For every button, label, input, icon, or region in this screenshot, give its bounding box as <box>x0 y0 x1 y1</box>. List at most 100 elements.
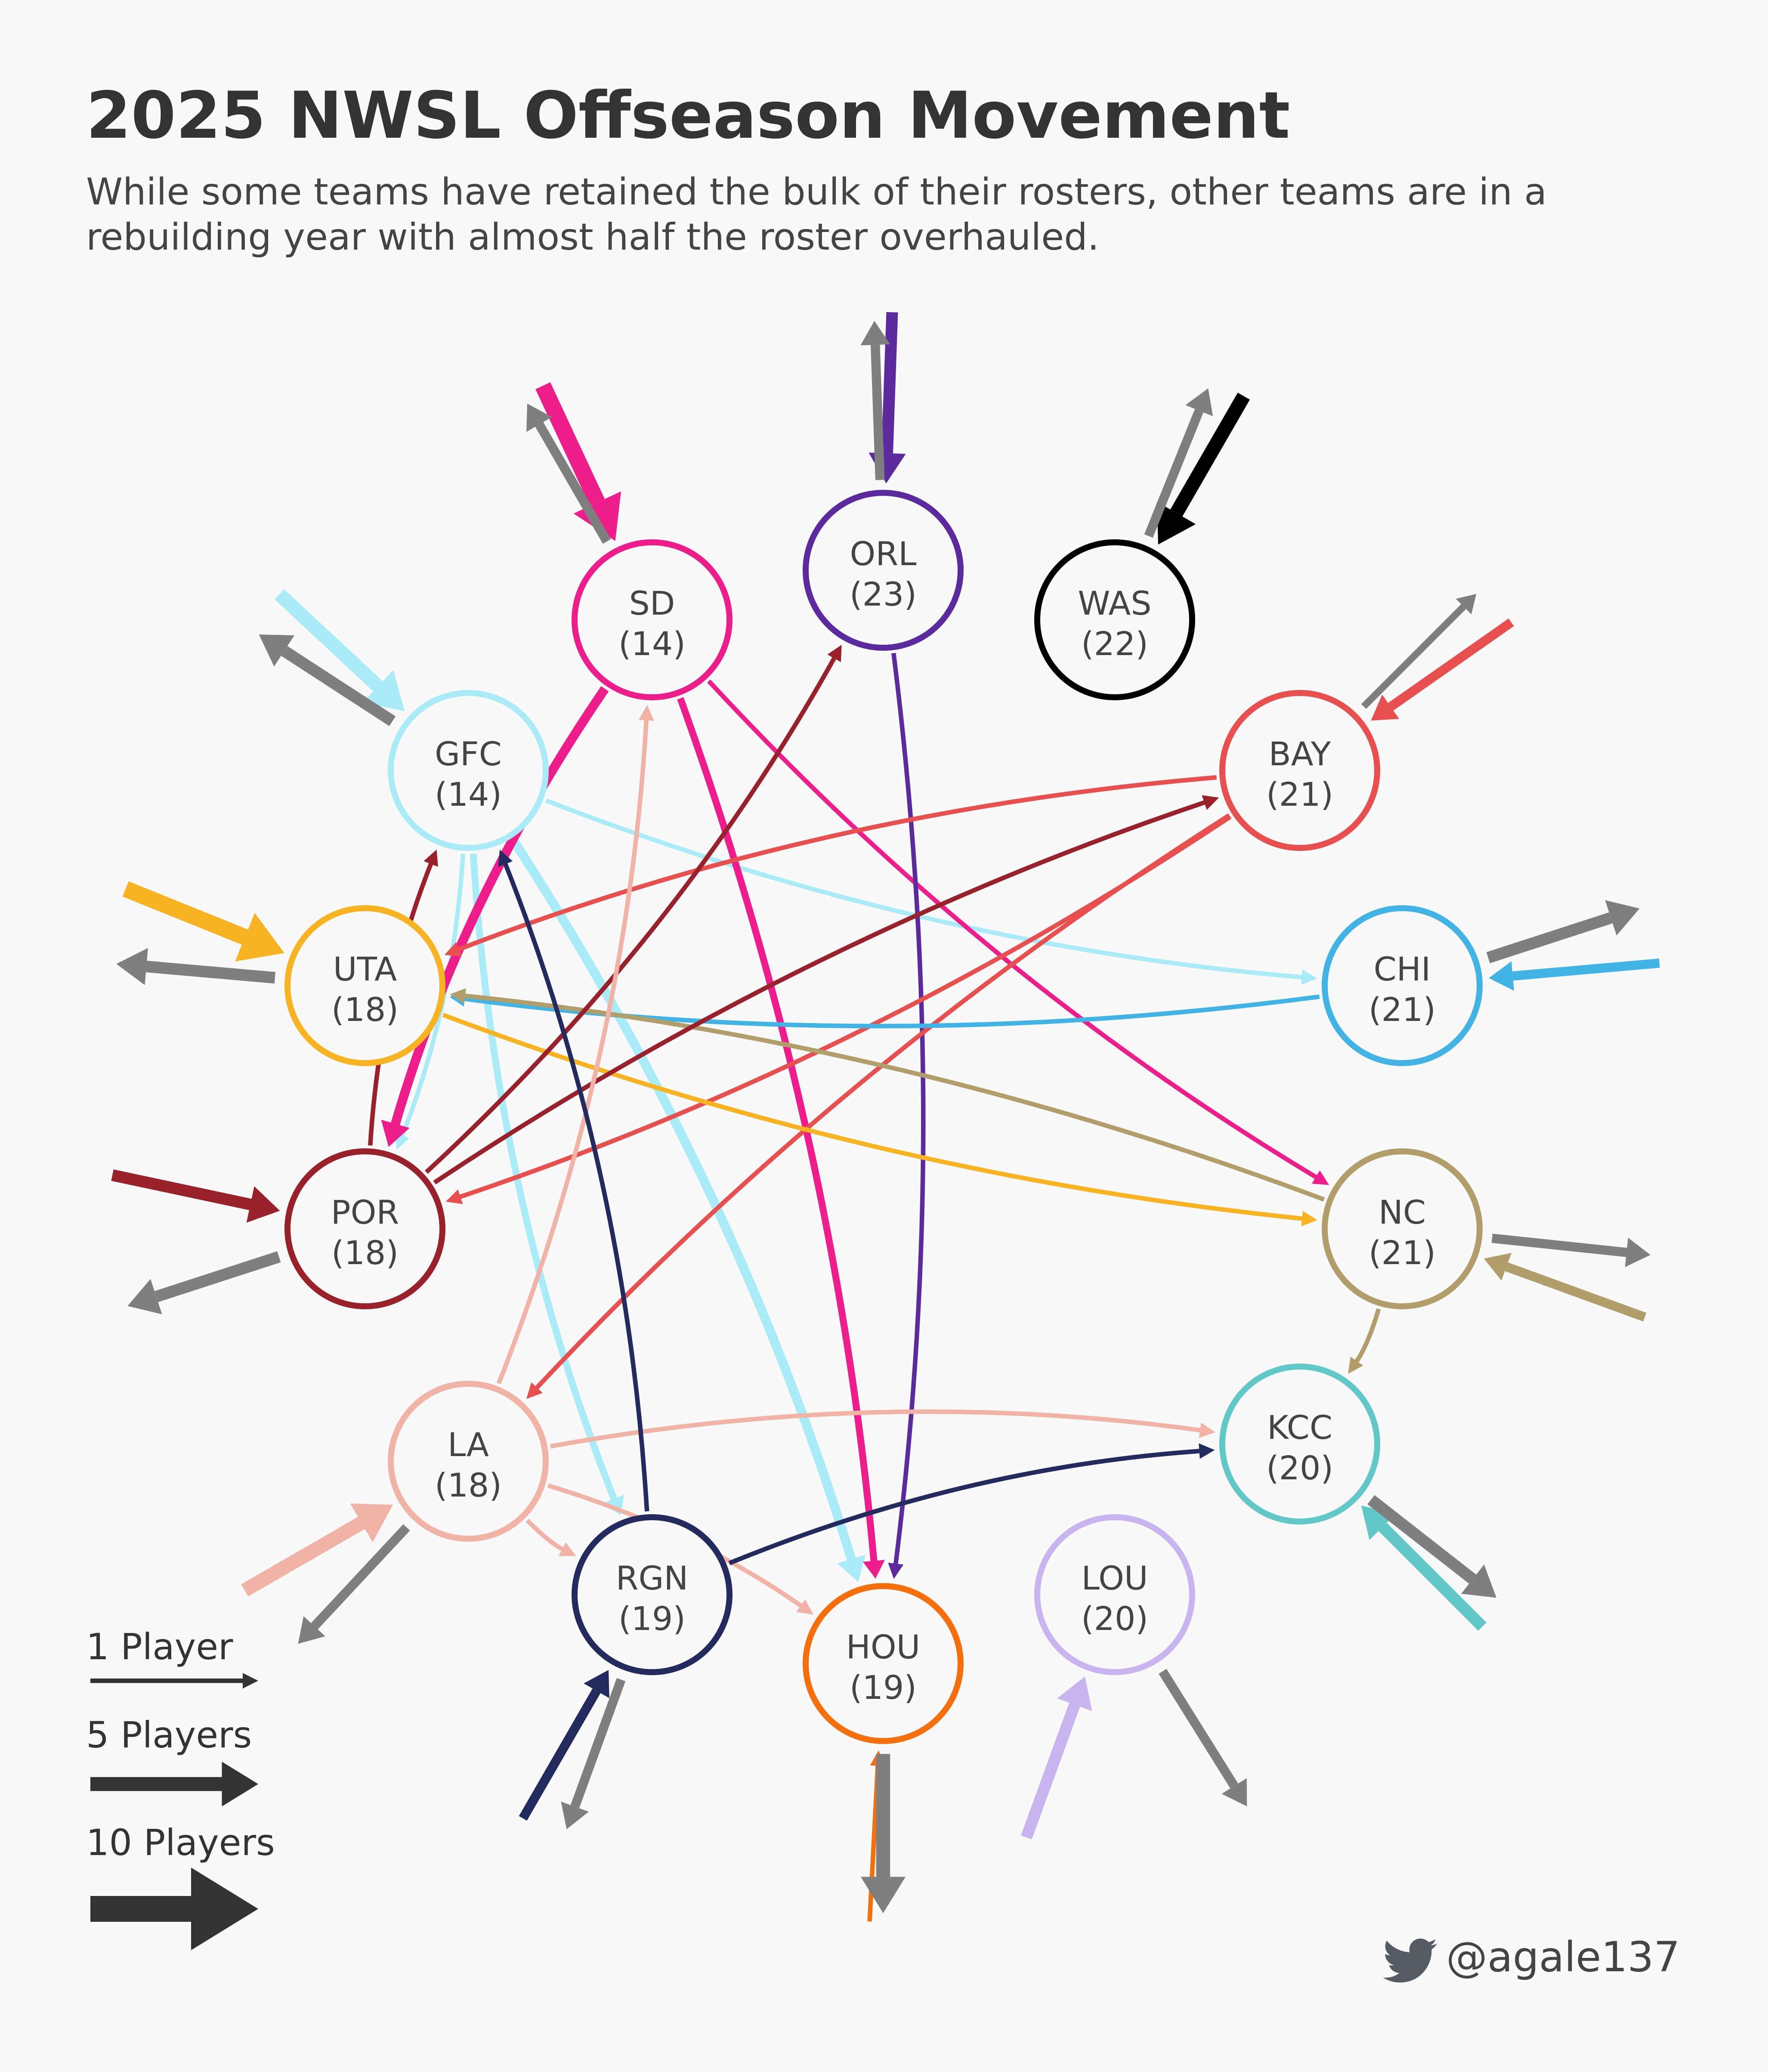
external-bay <box>1361 594 1514 721</box>
team-circle <box>803 490 964 651</box>
incoming-line <box>1388 619 1514 711</box>
legend-label: 1 Player <box>86 1626 233 1668</box>
incoming-line <box>111 1169 252 1210</box>
team-roster-count: (18) <box>331 990 399 1029</box>
incoming-line <box>1512 958 1660 981</box>
outgoing-arrowhead <box>1185 388 1213 416</box>
team-node-lou: LOU(20) <box>1034 1514 1195 1675</box>
transfer-arrowhead <box>1348 1357 1363 1374</box>
transfer-bay-to-uta <box>444 775 1217 957</box>
team-node-bay: BAY(21) <box>1219 690 1380 851</box>
transfer-line <box>728 1448 1201 1565</box>
transfer-arrowhead <box>1301 969 1317 985</box>
team-circle <box>1034 1514 1195 1675</box>
twitter-bird-icon <box>1383 1939 1437 1983</box>
outgoing-line <box>1159 1669 1238 1789</box>
team-roster-count: (14) <box>618 625 686 663</box>
outgoing-line <box>1361 604 1466 709</box>
external-nc <box>1484 1234 1651 1322</box>
team-name: KCC <box>1267 1408 1332 1447</box>
transfer-line <box>457 775 1217 952</box>
transfer-line <box>390 686 609 1128</box>
transfer-bay-to-la <box>526 813 1231 1399</box>
transfer-line <box>550 1409 1202 1449</box>
transfer-arrowhead <box>863 1560 885 1579</box>
incoming-arrowhead <box>1371 694 1399 721</box>
team-circle <box>1034 539 1195 700</box>
team-nodes: SD(14)ORL(23) WAS(22)GFC(14)BAY(21)UTA(18… <box>284 490 1483 1744</box>
transfer-line <box>496 718 649 1385</box>
subtitle-line-1: While some teams have retained the bulk … <box>86 170 1547 213</box>
team-roster-count: (14) <box>435 775 502 813</box>
outgoing-arrowhead <box>1461 1564 1497 1598</box>
external-kcc <box>1361 1495 1497 1631</box>
external-gfc <box>259 589 405 726</box>
team-circle <box>1219 690 1380 851</box>
transfer-arrowhead <box>796 1599 813 1615</box>
outgoing-arrowhead <box>1625 1237 1651 1267</box>
transfer-line <box>545 798 1304 980</box>
team-roster-count: (19) <box>850 1668 917 1707</box>
credit: @agale137 <box>1383 1933 1680 1983</box>
team-node-sd: SD(14) <box>572 539 733 700</box>
outgoing-arrowhead <box>127 1279 162 1314</box>
team-circle <box>284 905 445 1066</box>
incoming-arrowhead <box>1484 1252 1512 1281</box>
transfer-line <box>424 656 837 1174</box>
team-circle <box>1322 905 1483 1066</box>
team-node-la: LA(18) <box>388 1381 549 1542</box>
external-hou <box>861 1750 906 1922</box>
team-node-orl: ORL(23) <box>803 490 964 651</box>
subtitle-line-2: rebuilding year with almost half the ros… <box>86 216 1099 259</box>
team-name: BAY <box>1269 735 1331 773</box>
team-name: SD <box>629 584 675 622</box>
legend-label: 5 Players <box>86 1714 252 1756</box>
team-roster-count: (23) <box>850 575 917 613</box>
external-chi <box>1486 900 1660 991</box>
outgoing-arrowhead <box>298 1616 325 1644</box>
external-orl <box>860 312 906 484</box>
incoming-line <box>1378 1522 1487 1631</box>
incoming-arrowhead <box>246 1186 280 1223</box>
team-node-chi: CHI(21) <box>1322 905 1483 1066</box>
external-uta <box>116 881 284 985</box>
transfer-arrowhead <box>1199 1422 1215 1438</box>
transfer-arrowhead <box>888 1562 904 1579</box>
team-circle <box>1322 1148 1483 1309</box>
team-name: ORL <box>850 535 917 573</box>
transfer-line <box>510 838 856 1563</box>
team-circle <box>572 539 733 700</box>
legend-arrowhead <box>191 1868 258 1950</box>
team-name: UTA <box>333 950 397 988</box>
transfer-por-to-orl <box>424 644 842 1174</box>
transfer-sd-to-por <box>381 686 609 1147</box>
transfer-arrows <box>368 644 1381 1615</box>
transfer-arrowhead <box>381 1119 410 1147</box>
team-node-uta: UTA(18) <box>284 905 445 1066</box>
outgoing-arrowhead <box>259 634 294 667</box>
team-roster-count: (20) <box>1081 1599 1148 1638</box>
transfer-arrowhead <box>1301 1211 1318 1227</box>
transfer-arrowhead <box>1199 1443 1215 1459</box>
legend-item-1: 1 Player <box>86 1626 258 1689</box>
team-circle <box>803 1583 964 1744</box>
external-rgn <box>519 1670 626 1830</box>
outgoing-line <box>1144 409 1204 538</box>
legend-item-5: 5 Players <box>86 1714 258 1806</box>
incoming-line <box>535 382 605 506</box>
legend: 1 Player 5 Players 10 Players <box>86 1626 275 1950</box>
team-name: LOU <box>1081 1559 1148 1597</box>
team-name: WAS <box>1078 584 1151 622</box>
team-name: LA <box>448 1426 489 1464</box>
outgoing-arrowhead <box>526 403 552 432</box>
outgoing-arrowhead <box>1221 1778 1247 1806</box>
transfer-rgn-to-kcc <box>728 1443 1215 1565</box>
external-arrows <box>111 312 1660 1922</box>
outgoing-line <box>154 1251 281 1302</box>
transfer-orl-to-hou <box>888 653 926 1579</box>
transfer-line <box>525 1518 565 1552</box>
incoming-arrowhead <box>350 1503 393 1543</box>
legend-arrowhead <box>222 1762 258 1806</box>
transfer-line <box>503 862 649 1512</box>
incoming-arrowhead <box>1057 1676 1092 1711</box>
